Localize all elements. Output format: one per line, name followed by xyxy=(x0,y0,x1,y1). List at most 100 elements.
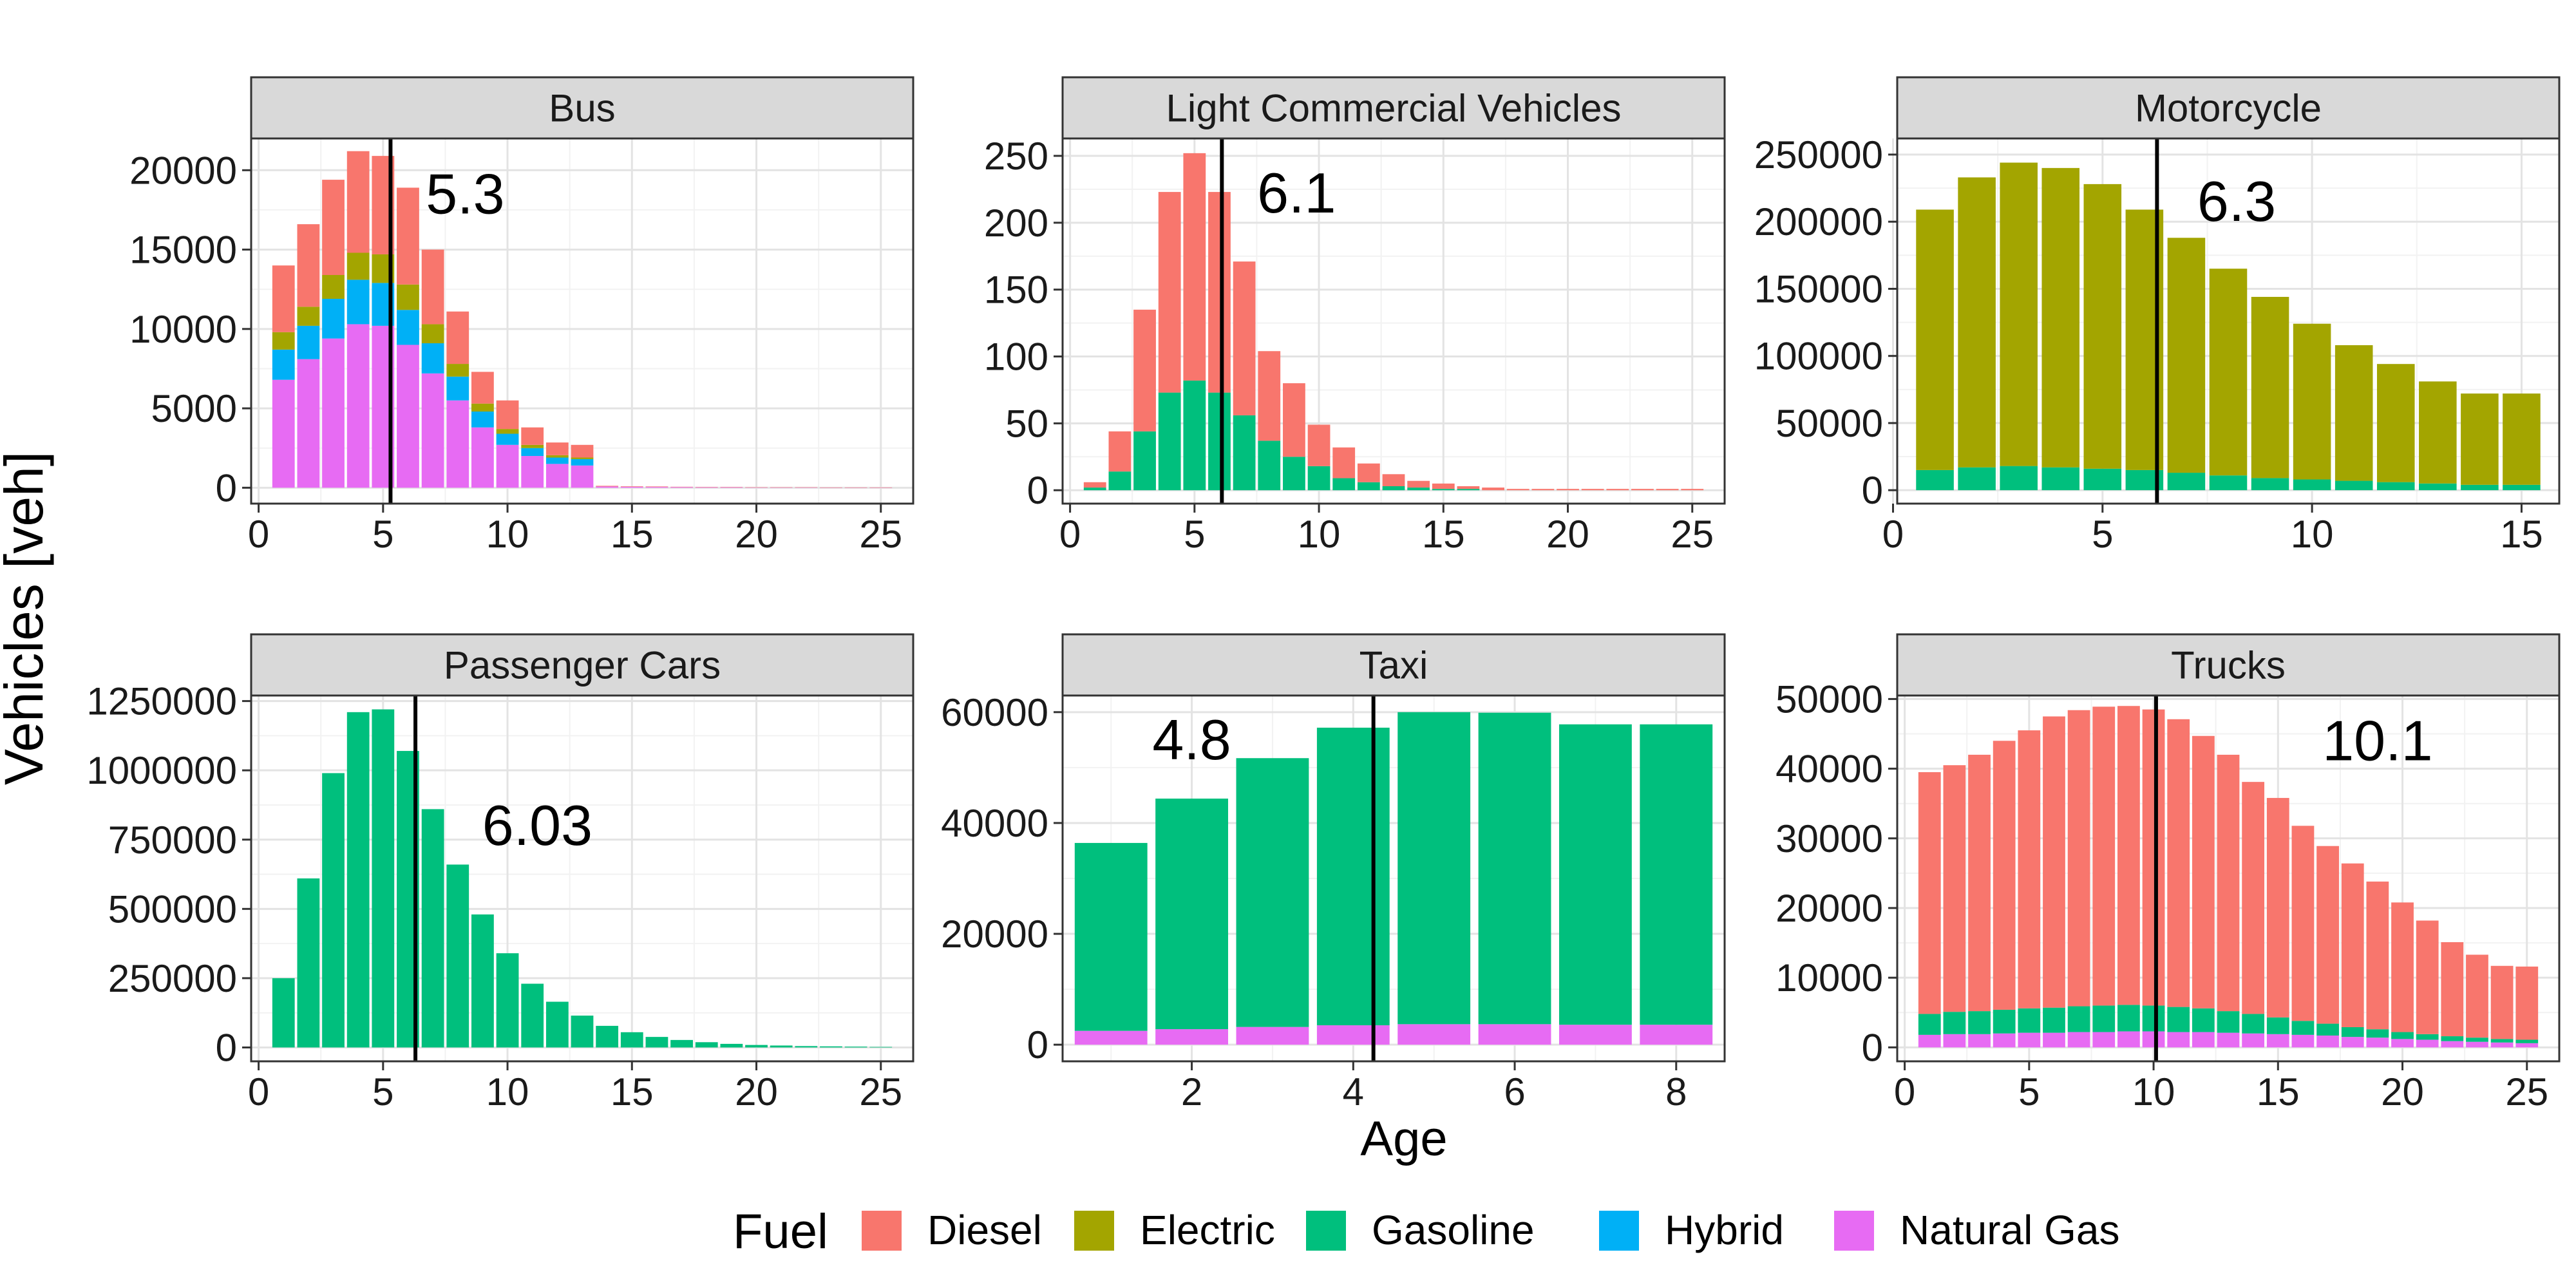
bar-natural-gas xyxy=(1236,1027,1309,1045)
y-tick-label: 20000 xyxy=(1776,887,1883,930)
y-tick-label: 10000 xyxy=(1776,956,1883,999)
bar-gasoline xyxy=(1640,724,1713,1025)
facet-strip xyxy=(250,633,914,697)
x-tick-label: 10 xyxy=(2291,513,2334,556)
bar-electric xyxy=(1916,209,1954,470)
bar-gasoline xyxy=(2490,1039,2514,1043)
facet-title: Motorcycle xyxy=(2135,87,2322,130)
y-tick-label: 0 xyxy=(216,466,237,509)
bar-natural-gas xyxy=(297,359,320,488)
legend: Fuel Diesel Electric Gasoline Hybrid Natural… xyxy=(733,1204,2119,1259)
bar-gasoline xyxy=(2503,484,2541,491)
bar-diesel xyxy=(471,372,494,404)
x-tick-label: 20 xyxy=(1546,513,1589,556)
bar-gasoline xyxy=(2419,483,2457,491)
bar-hybrid xyxy=(297,325,320,359)
bar-gasoline xyxy=(2515,1039,2539,1043)
bar-gasoline xyxy=(596,1025,619,1048)
y-tick-label: 10000 xyxy=(129,308,237,351)
bar-natural-gas xyxy=(2192,1032,2215,1048)
bar-gasoline xyxy=(446,864,469,1048)
bar-diesel xyxy=(1482,488,1504,491)
bar-diesel xyxy=(1681,489,1704,491)
bar-diesel xyxy=(346,151,370,253)
bar-natural-gas xyxy=(2092,1032,2116,1048)
bar-electric xyxy=(2209,269,2248,476)
bar-gasoline xyxy=(1183,380,1206,491)
bar-diesel xyxy=(695,487,718,488)
facet-title: Passenger Cars xyxy=(444,644,721,687)
bar-diesel xyxy=(496,400,519,430)
bar-gasoline xyxy=(2209,475,2248,491)
bar-gasoline xyxy=(1233,415,1256,491)
bar-diesel xyxy=(1133,309,1156,431)
legend-swatch xyxy=(1599,1211,1639,1251)
bar-gasoline xyxy=(571,1016,594,1048)
facet-strip xyxy=(1896,76,2561,140)
bar-gasoline xyxy=(1397,712,1471,1025)
bar-electric xyxy=(521,444,544,448)
mean-age-label: 6.3 xyxy=(2197,169,2276,233)
bar-natural-gas xyxy=(2043,1032,2065,1048)
bar-diesel xyxy=(2018,730,2041,1009)
bar-gasoline xyxy=(2416,1034,2439,1040)
bar-gasoline xyxy=(545,1001,569,1048)
bar-natural-gas xyxy=(2466,1041,2488,1048)
bar-gasoline xyxy=(322,773,345,1048)
legend-swatch xyxy=(1834,1211,1874,1251)
bar-diesel xyxy=(1968,754,1991,1012)
bar-gasoline xyxy=(2316,1023,2339,1036)
x-tick-label: 0 xyxy=(1894,1070,1915,1113)
legend-title: Fuel xyxy=(733,1204,828,1259)
panel-passenger-cars: 6.03 Passenger Cars 0 5 10 15 20 25 0 250000 50000… xyxy=(86,633,914,1113)
bar-hybrid xyxy=(421,343,444,374)
bar-gasoline xyxy=(1208,392,1231,491)
bar-natural-gas xyxy=(471,427,494,488)
x-tick-label: 0 xyxy=(248,513,269,556)
bar-natural-gas xyxy=(670,487,693,488)
bar-diesel xyxy=(620,486,643,487)
bar-diesel xyxy=(1258,351,1281,441)
bar-diesel xyxy=(2217,754,2240,1012)
panel-trucks: 10.1 Trucks 0 5 10 15 20 25 0 10000 20000 30000 4000… xyxy=(1776,633,2561,1113)
y-tick-label: 15000 xyxy=(129,229,237,272)
bar-gasoline xyxy=(1283,457,1305,491)
bar-gasoline xyxy=(2366,1029,2389,1038)
bar-natural-gas xyxy=(1316,1025,1390,1045)
bar-natural-gas xyxy=(2018,1032,2041,1048)
x-tick-label: 8 xyxy=(1665,1070,1687,1113)
x-tick-label: 25 xyxy=(2505,1070,2548,1113)
bar-natural-gas xyxy=(2441,1041,2464,1048)
bar-gasoline xyxy=(1432,489,1455,491)
facet-strip xyxy=(1061,633,1726,697)
y-tick-label: 5000 xyxy=(151,387,237,430)
bar-gasoline xyxy=(2461,484,2499,491)
y-tick-label: 20000 xyxy=(941,913,1048,956)
bar-hybrid xyxy=(521,448,544,457)
bar-natural-gas xyxy=(521,456,544,488)
bar-natural-gas xyxy=(1943,1034,1966,1048)
bar-gasoline xyxy=(2043,1007,2065,1033)
legend-items: Diesel Electric Gasoline Hybrid Natural Gas xyxy=(862,1207,2119,1253)
legend-swatch xyxy=(862,1211,902,1251)
bar-diesel xyxy=(545,442,569,455)
bar-natural-gas xyxy=(1918,1034,1941,1048)
bar-gasoline xyxy=(1083,488,1106,491)
bar-diesel xyxy=(521,427,544,445)
bar-diesel xyxy=(1233,261,1256,415)
y-tick-label: 0 xyxy=(1862,1026,1883,1069)
bar-gasoline xyxy=(1958,467,1996,491)
bar-diesel xyxy=(645,486,668,488)
bar-natural-gas xyxy=(2217,1032,2240,1048)
y-tick-label: 250000 xyxy=(108,957,237,1000)
bar-gasoline xyxy=(2192,1008,2215,1032)
legend-item-electric: Electric xyxy=(1074,1207,1275,1253)
bar-gasoline xyxy=(1478,712,1551,1025)
bar-diesel xyxy=(1283,383,1305,457)
bar-electric xyxy=(2251,296,2289,478)
bar-diesel xyxy=(1993,741,2016,1010)
bar-gasoline xyxy=(1155,799,1228,1030)
bar-natural-gas xyxy=(596,486,619,488)
bar-gasoline xyxy=(869,1046,893,1048)
y-tick-label: 150 xyxy=(984,269,1048,312)
